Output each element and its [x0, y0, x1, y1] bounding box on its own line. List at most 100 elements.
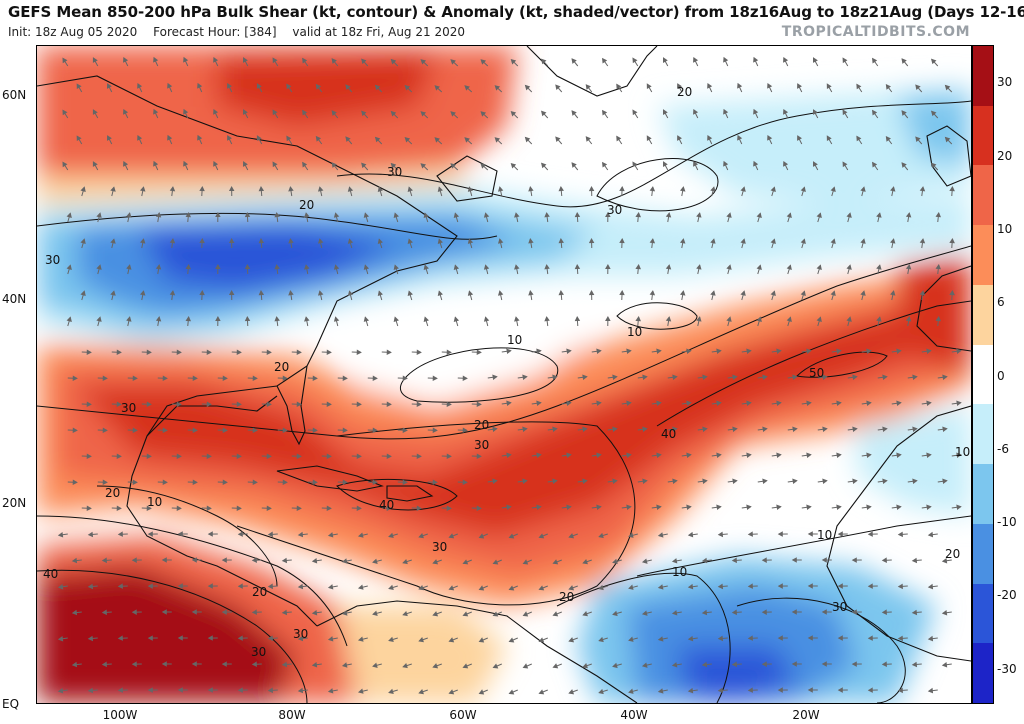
- vector-arrowhead: [267, 531, 273, 538]
- vector-arrowhead: [448, 689, 455, 695]
- vector-arrowhead: [407, 290, 413, 297]
- vector-arrowhead: [852, 374, 858, 380]
- vector-arrowhead: [837, 635, 843, 641]
- vector-arrowhead: [476, 401, 482, 408]
- vector-arrowhead: [702, 478, 708, 484]
- vector-arrowhead: [935, 211, 941, 218]
- vector-arrowhead: [687, 687, 694, 694]
- vector-arrowhead: [191, 661, 197, 667]
- vector-arrowhead: [663, 57, 668, 63]
- vector-arrowhead: [71, 557, 78, 564]
- colorbar-segment: [973, 284, 993, 346]
- vector-arrowhead: [377, 238, 383, 245]
- vector-arrowhead: [568, 637, 575, 643]
- vector-arrowhead: [132, 375, 138, 382]
- vector-arrowhead: [497, 290, 504, 296]
- vector-arrowhead: [326, 349, 332, 356]
- vector-arrowhead: [776, 452, 782, 458]
- vector-arrowhead: [237, 635, 243, 641]
- vector-arrowhead: [374, 84, 381, 91]
- contour-label: 20: [299, 198, 314, 212]
- vector-arrowhead: [649, 238, 656, 244]
- vector-arrowhead: [927, 583, 934, 590]
- vector-arrowhead: [361, 110, 367, 117]
- vector-arrowhead: [905, 212, 912, 218]
- vector-arrowhead: [612, 558, 618, 565]
- vector-arrowhead: [327, 532, 334, 538]
- vector-arrowhead: [228, 185, 235, 191]
- vector-arrowhead: [478, 637, 485, 643]
- vector-arrowhead: [331, 110, 337, 116]
- colorbar-tick: 10: [997, 222, 1013, 236]
- vector-arrowhead: [717, 687, 724, 694]
- vector-arrowhead: [522, 611, 529, 617]
- vector-arrowhead: [266, 349, 272, 356]
- vector-arrowhead: [710, 290, 716, 296]
- vector-arrowhead: [185, 263, 191, 270]
- vector-arrowhead: [942, 374, 948, 380]
- vector-arrowhead: [506, 400, 512, 406]
- vector-arrowhead: [605, 211, 611, 217]
- vector-arrowhead: [646, 135, 652, 142]
- vector-arrowhead: [919, 186, 926, 192]
- vector-arrowhead: [514, 316, 520, 322]
- vector-arrowhead: [942, 478, 948, 484]
- anomaly-iberia-warm: [897, 256, 971, 376]
- vector-arrowhead: [453, 264, 460, 271]
- vector-arrowhead: [177, 583, 183, 589]
- vector-arrowhead: [552, 478, 558, 484]
- contour-20-tropical: [556, 572, 731, 703]
- vector-arrowhead: [169, 186, 176, 192]
- vector-arrowhead: [62, 57, 68, 64]
- vector-arrowhead: [872, 57, 878, 64]
- vector-arrowhead: [66, 212, 72, 219]
- contour-label: 10: [955, 445, 970, 459]
- vector-arrowhead: [856, 83, 862, 90]
- vector-arrowhead: [885, 135, 891, 142]
- anomaly-east-pacific-warm-core: [37, 566, 297, 703]
- vector-arrowhead: [656, 400, 662, 406]
- vector-arrowhead: [288, 238, 294, 244]
- vector-arrowhead: [288, 186, 294, 192]
- vector-arrowhead: [96, 212, 102, 218]
- vector-arrowhead: [139, 186, 146, 192]
- vector-arrowhead: [117, 635, 123, 641]
- vector-arrowhead: [665, 212, 672, 218]
- vector-arrowhead: [227, 82, 232, 89]
- vector-arrowhead: [244, 263, 251, 270]
- vector-arrowhead: [177, 687, 183, 693]
- vector-arrowhead: [450, 111, 456, 117]
- vector-arrowhead: [897, 531, 903, 538]
- vector-arrowhead: [612, 426, 618, 432]
- vector-arrowhead: [242, 161, 248, 167]
- vector-arrowhead: [372, 662, 378, 668]
- vector-arrowhead: [756, 316, 762, 323]
- vector-arrowhead: [821, 661, 827, 667]
- vector-arrowhead: [901, 110, 907, 116]
- vector-arrowhead: [80, 290, 86, 297]
- vector-arrowhead: [237, 583, 243, 589]
- vector-arrowhead: [86, 349, 92, 356]
- vector-arrowhead: [274, 212, 280, 218]
- colorbar-segment: [973, 583, 993, 644]
- vector-arrowhead: [911, 609, 918, 616]
- vector-arrowhead: [242, 57, 248, 63]
- vector-arrowhead: [402, 479, 408, 486]
- vector-arrowhead: [522, 663, 529, 669]
- vector-arrowhead: [155, 316, 162, 322]
- vector-arrowhead: [96, 264, 102, 270]
- contour-30-us: [37, 212, 498, 240]
- vector-arrowhead: [836, 452, 842, 458]
- vector-arrowhead: [632, 161, 638, 168]
- colorbar-segment: [973, 643, 993, 704]
- vector-arrowhead: [267, 583, 273, 590]
- vector-arrowhead: [753, 108, 759, 115]
- vector-arrowhead: [363, 212, 370, 218]
- vector-arrowhead: [197, 134, 203, 141]
- vector-arrowhead: [632, 109, 638, 116]
- vector-arrowhead: [72, 375, 78, 382]
- vector-arrowhead: [813, 109, 818, 115]
- vector-arrowhead: [110, 238, 116, 244]
- vector-arrowhead: [333, 212, 340, 218]
- vector-arrowhead: [522, 559, 529, 565]
